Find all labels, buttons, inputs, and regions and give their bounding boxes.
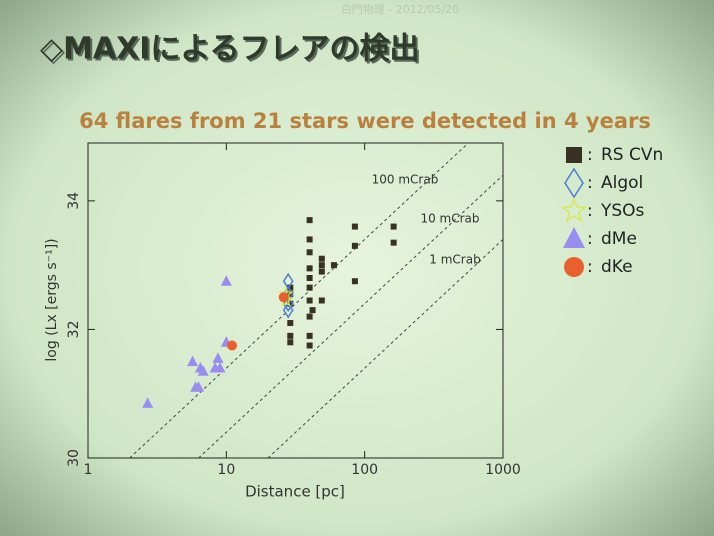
square-marker xyxy=(306,275,313,281)
square-marker xyxy=(287,320,294,326)
y-tick-label: 30 xyxy=(66,449,82,467)
y-tick-label: 32 xyxy=(66,321,82,339)
legend-label: YSOs xyxy=(600,201,645,221)
legend-marker xyxy=(560,197,588,223)
legend-label: dMe xyxy=(601,229,637,249)
legend-separator: : xyxy=(587,201,593,221)
legend-separator: : xyxy=(587,257,593,277)
square-marker xyxy=(318,297,325,304)
square-marker xyxy=(287,339,294,346)
circle-marker xyxy=(227,340,238,351)
legend-marker xyxy=(564,257,584,277)
triangle-marker xyxy=(220,275,232,286)
chart-title: 64 flares from 21 stars were detected in… xyxy=(79,109,651,133)
x-tick-label: 100 xyxy=(351,462,378,478)
triangle-marker xyxy=(187,355,199,367)
x-tick-label: 10 xyxy=(217,462,235,478)
square-marker xyxy=(306,265,313,272)
square-marker xyxy=(306,249,313,256)
square-marker xyxy=(351,223,358,230)
diamond-marker xyxy=(282,301,294,319)
square-marker xyxy=(351,278,358,285)
triangle-marker xyxy=(193,381,205,392)
legend-marker xyxy=(564,167,584,199)
legend-label: RS CVn xyxy=(601,145,663,165)
square-marker xyxy=(306,217,313,224)
square-marker xyxy=(318,268,325,275)
square-marker xyxy=(351,242,358,249)
triangle-marker xyxy=(214,362,226,373)
x-axis-label: Distance [pc] xyxy=(245,483,345,501)
square-marker xyxy=(390,239,397,246)
reference-line xyxy=(129,143,469,458)
square-marker xyxy=(309,307,316,314)
square-marker xyxy=(306,236,313,243)
square-marker xyxy=(318,262,325,269)
triangle-marker xyxy=(197,365,209,376)
square-marker xyxy=(306,313,313,320)
x-tick-label: 1000 xyxy=(485,462,521,478)
heading-shadow: ◇MAXIによるフレアの検出 xyxy=(42,34,422,69)
square-marker xyxy=(318,255,325,262)
reference-label: 10 mCrab xyxy=(420,212,479,226)
reference-label: 100 mCrab xyxy=(372,173,439,187)
reference-label: 1 mCrab xyxy=(429,253,480,267)
square-marker xyxy=(390,223,397,230)
legend-marker xyxy=(563,227,585,248)
triangle-marker xyxy=(142,397,154,408)
legend-separator: : xyxy=(587,145,593,165)
heading: ◇MAXIによるフレアの検出 xyxy=(40,32,420,67)
legend-separator: : xyxy=(587,229,593,249)
square-marker xyxy=(287,284,294,291)
square-marker xyxy=(306,332,313,339)
x-tick-label: 1 xyxy=(84,462,93,478)
plot-frame xyxy=(87,142,504,459)
legend-label: dKe xyxy=(601,257,633,277)
triangle-marker xyxy=(212,352,224,363)
circle-marker xyxy=(278,292,289,303)
square-marker xyxy=(306,297,313,304)
square-marker xyxy=(306,284,313,291)
legend-label: Algol xyxy=(601,173,643,193)
square-marker xyxy=(330,262,337,269)
square-marker xyxy=(287,300,294,307)
legend-separator: : xyxy=(587,173,593,193)
square-marker xyxy=(306,342,313,349)
legend-marker xyxy=(566,147,582,163)
square-marker xyxy=(287,332,294,339)
header: 白門物理 - 2012/05/20 xyxy=(341,2,459,16)
y-tick-label: 34 xyxy=(66,192,82,210)
y-axis-label: log (Lx [ergs s⁻¹]) xyxy=(44,238,60,361)
